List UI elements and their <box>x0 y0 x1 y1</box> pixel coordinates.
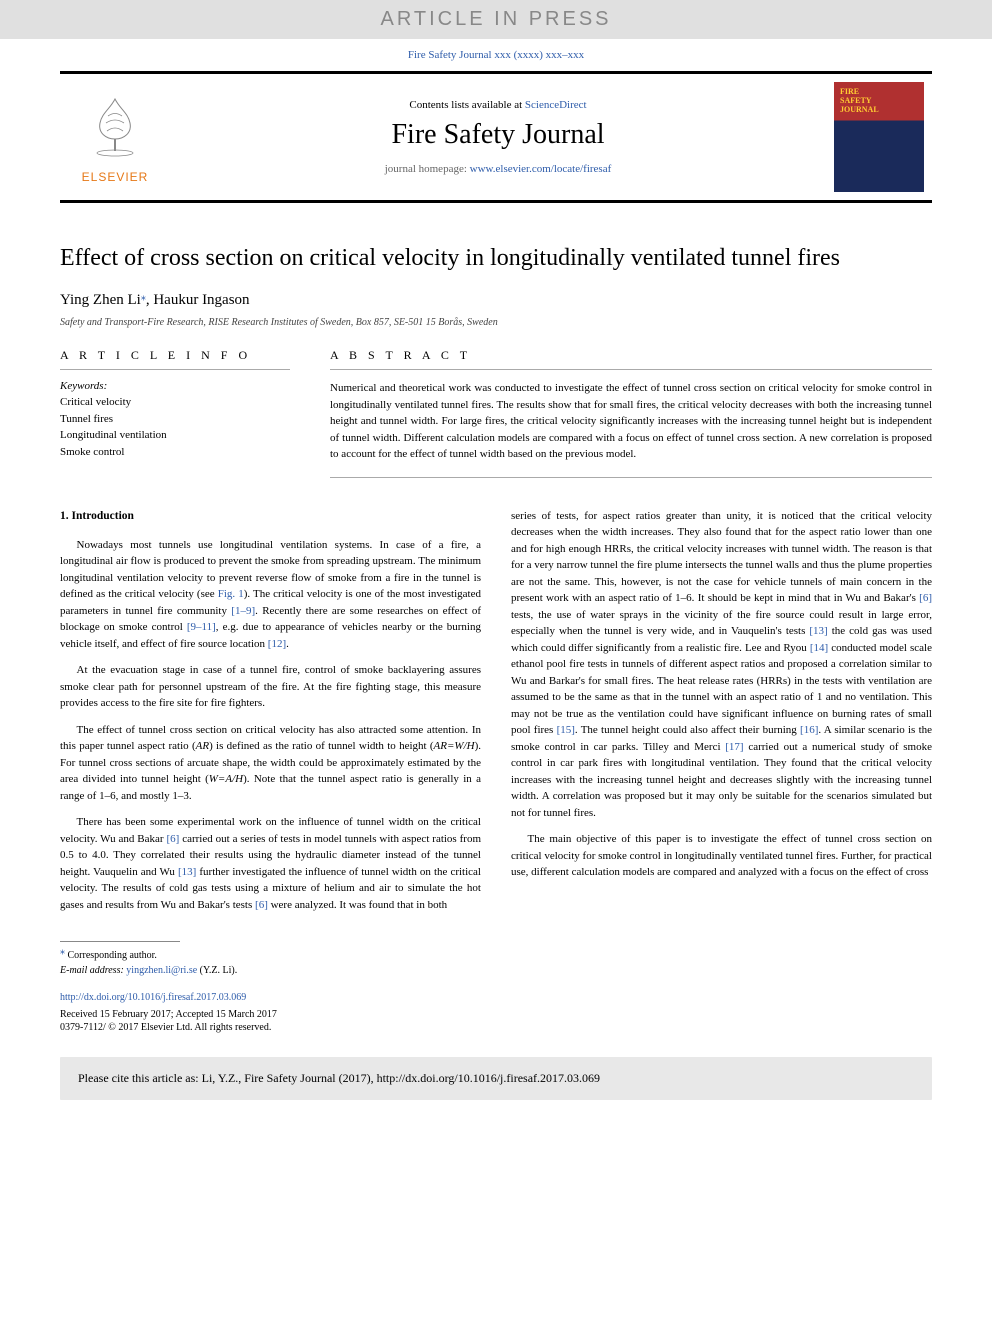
body-paragraph: The main objective of this paper is to i… <box>511 831 932 881</box>
doi-block: http://dx.doi.org/10.1016/j.firesaf.2017… <box>60 992 932 1003</box>
journal-title: Fire Safety Journal <box>170 119 826 151</box>
footnote-rule <box>60 941 180 942</box>
journal-ref-link[interactable]: Fire Safety Journal xxx (xxxx) xxx–xxx <box>408 49 584 61</box>
body-column-right: series of tests, for aspect ratios great… <box>511 508 932 924</box>
copyright-line: 0379-7112/ © 2017 Elsevier Ltd. All righ… <box>60 1022 932 1033</box>
contents-lists-line: Contents lists available at ScienceDirec… <box>170 99 826 111</box>
sciencedirect-link[interactable]: ScienceDirect <box>525 99 587 111</box>
cover-label: FIRESAFETYJOURNAL <box>840 88 879 114</box>
body-paragraph: There has been some experimental work on… <box>60 814 481 913</box>
abstract-header: A B S T R A C T <box>330 348 932 370</box>
keywords-label: Keywords: <box>60 380 290 392</box>
body-paragraph: The effect of tunnel cross section on cr… <box>60 722 481 805</box>
info-abstract-row: A R T I C L E I N F O Keywords: Critical… <box>60 348 932 478</box>
homepage-prefix: journal homepage: <box>385 163 470 175</box>
footnotes: ⁎ ⁎ Corresponding author.Corresponding a… <box>60 948 932 978</box>
email-link[interactable]: yingzhen.li@ri.se <box>126 965 197 976</box>
affiliation: Safety and Transport-Fire Research, RISE… <box>60 317 932 328</box>
contents-prefix: Contents lists available at <box>409 99 524 111</box>
doi-link[interactable]: http://dx.doi.org/10.1016/j.firesaf.2017… <box>60 992 246 1003</box>
article-info-header: A R T I C L E I N F O <box>60 348 290 370</box>
received-line: Received 15 February 2017; Accepted 15 M… <box>60 1009 932 1020</box>
homepage-line: journal homepage: www.elsevier.com/locat… <box>170 163 826 175</box>
body-columns: 1. Introduction Nowadays most tunnels us… <box>60 508 932 924</box>
keyword-item: Longitudinal ventilation <box>60 427 290 444</box>
citation-box: Please cite this article as: Li, Y.Z., F… <box>60 1057 932 1100</box>
body-paragraph: Nowadays most tunnels use longitudinal v… <box>60 537 481 653</box>
article-title: Effect of cross section on critical velo… <box>60 243 932 274</box>
email-suffix: (Y.Z. Li). <box>197 965 237 976</box>
email-line: E-mail address: yingzhen.li@ri.se (Y.Z. … <box>60 963 932 978</box>
author-1: Ying Zhen Li <box>60 292 141 308</box>
body-column-left: 1. Introduction Nowadays most tunnels us… <box>60 508 481 924</box>
email-label: E-mail address: <box>60 965 126 976</box>
section-heading: 1. Introduction <box>60 508 481 525</box>
corresponding-marker: ⁎ <box>141 292 146 303</box>
keywords-list: Critical velocity Tunnel fires Longitudi… <box>60 394 290 460</box>
author-rest: , Haukur Ingason <box>146 292 250 308</box>
body-paragraph: series of tests, for aspect ratios great… <box>511 508 932 822</box>
header-center: Contents lists available at ScienceDirec… <box>170 89 826 185</box>
journal-header: ELSEVIER Contents lists available at Sci… <box>60 71 932 203</box>
keyword-item: Tunnel fires <box>60 411 290 428</box>
homepage-link[interactable]: www.elsevier.com/locate/firesaf <box>470 163 612 175</box>
corresponding-author-note: ⁎ ⁎ Corresponding author.Corresponding a… <box>60 948 932 963</box>
article-in-press-banner: ARTICLE IN PRESS <box>0 0 992 39</box>
authors-line: Ying Zhen Li⁎, Haukur Ingason <box>60 292 932 309</box>
journal-reference-line: Fire Safety Journal xxx (xxxx) xxx–xxx <box>0 39 992 71</box>
journal-cover-thumbnail: FIRESAFETYJOURNAL <box>834 82 924 192</box>
keyword-item: Critical velocity <box>60 394 290 411</box>
elsevier-logo: ELSEVIER <box>60 81 170 194</box>
elsevier-wordmark: ELSEVIER <box>68 170 162 184</box>
abstract-text: Numerical and theoretical work was condu… <box>330 380 932 478</box>
abstract-block: A B S T R A C T Numerical and theoretica… <box>330 348 932 478</box>
elsevier-tree-icon <box>80 91 150 161</box>
keyword-item: Smoke control <box>60 444 290 461</box>
body-paragraph: At the evacuation stage in case of a tun… <box>60 662 481 712</box>
article-info-block: A R T I C L E I N F O Keywords: Critical… <box>60 348 290 478</box>
